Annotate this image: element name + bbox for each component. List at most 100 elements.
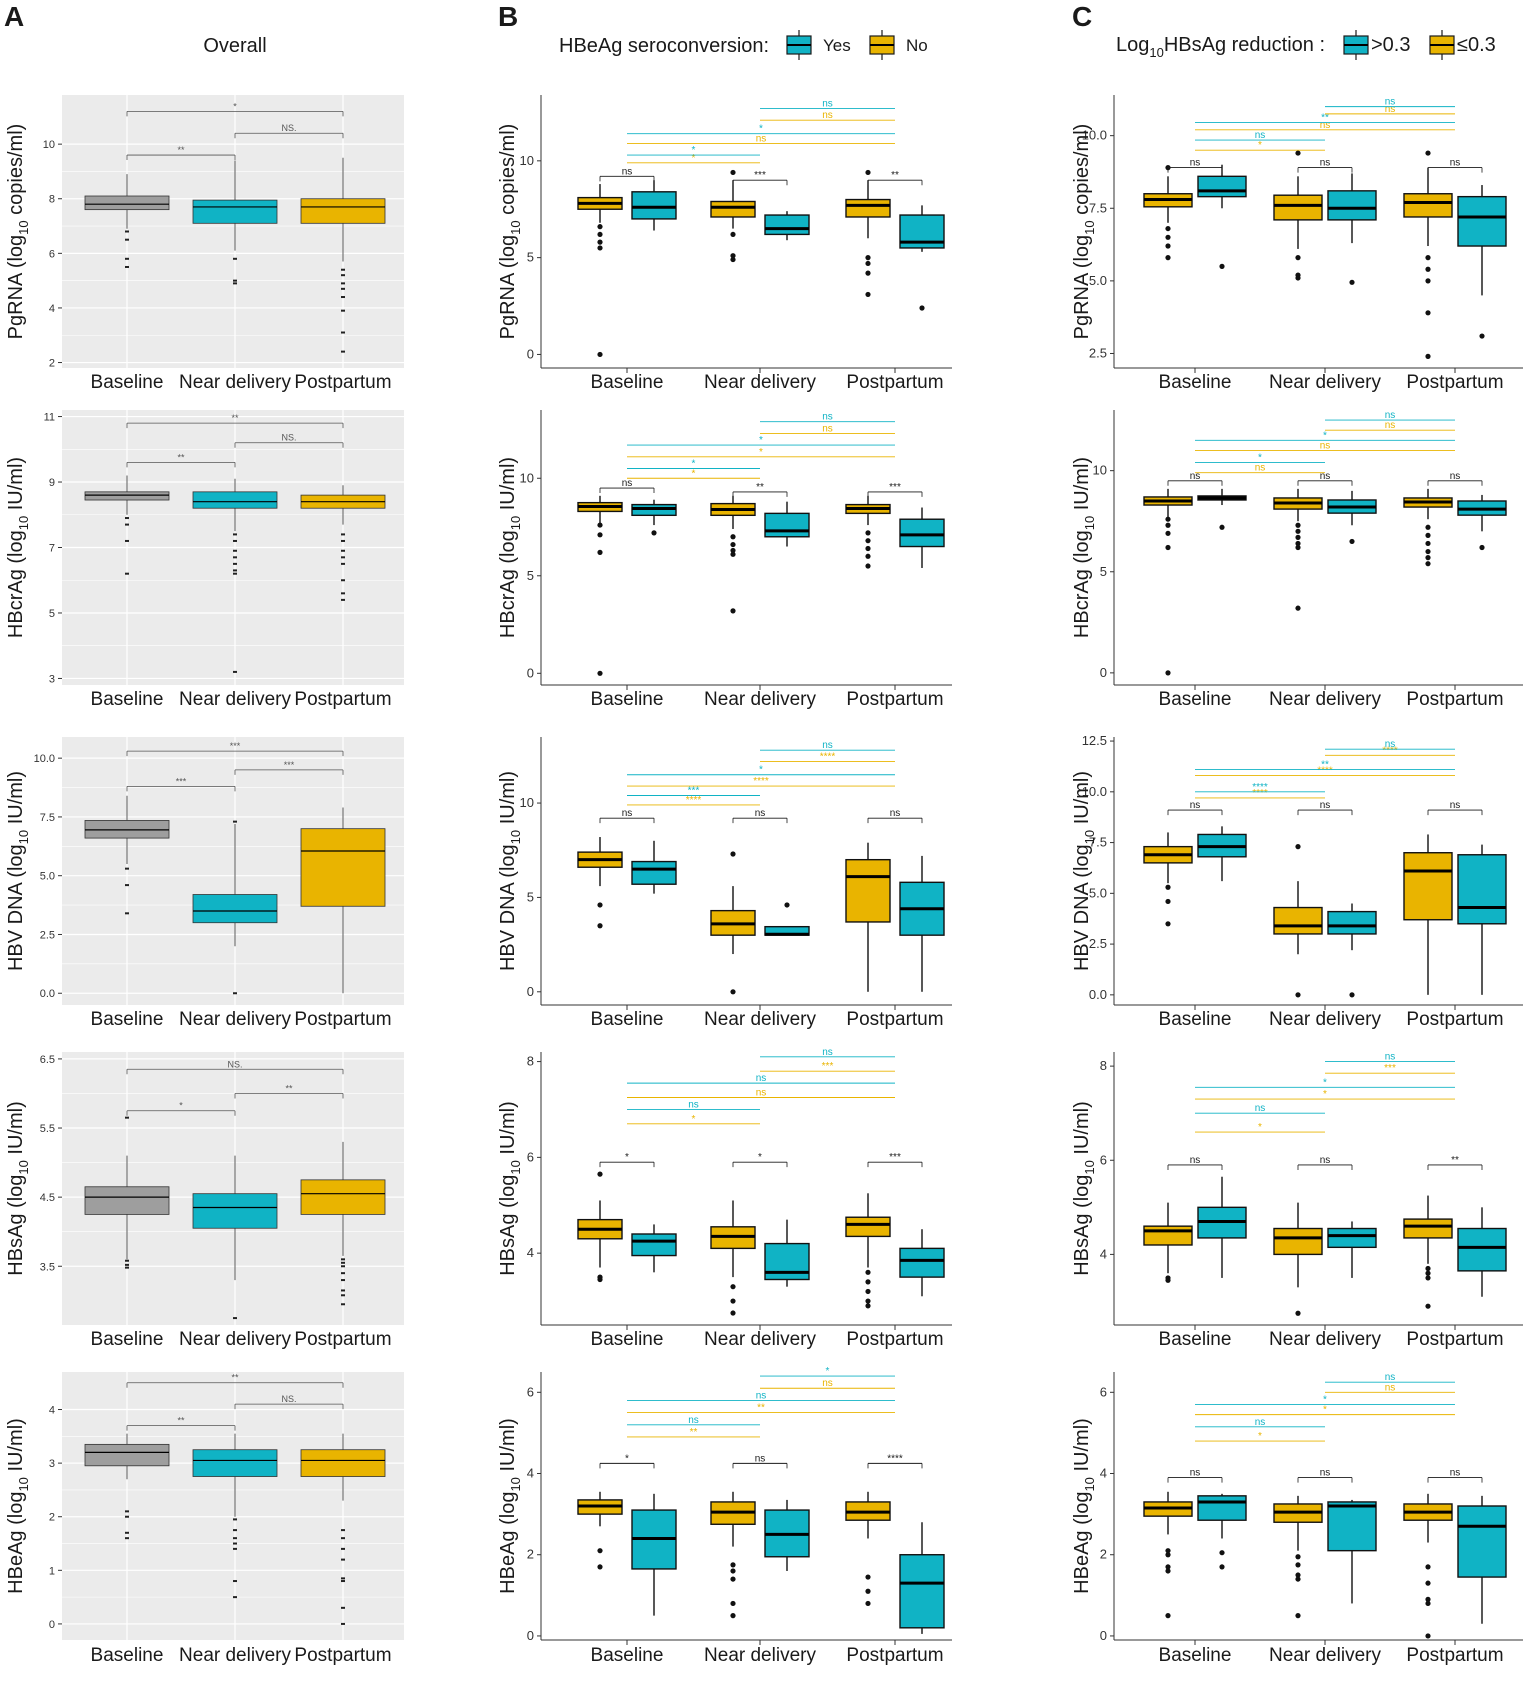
panel-b-r5-box-2: [710, 1491, 756, 1619]
panel-b-r2-outlier: [865, 530, 871, 536]
panel-b-r4-outlier: [730, 1298, 736, 1304]
panel-b-r5-outlier: [730, 1600, 736, 1607]
legend-c-key-high: [1343, 30, 1369, 60]
panel-b-r1-significance-0: ns: [599, 166, 655, 182]
panel-c-r1-significance-label: ns: [1255, 130, 1266, 141]
panel-b-r5-y-tick-label: 6: [527, 1384, 534, 1399]
panel-c-r5-significance-4: ns: [1195, 1417, 1325, 1428]
panel-c-r1-significance-label: ns: [1385, 97, 1396, 108]
panel-c-r1-outlier: [1349, 279, 1355, 285]
panel-a-r2-outlier: [233, 533, 237, 536]
panel-b-r4-significance-label: ns: [756, 1073, 767, 1084]
panel-b-r5-significance-5: **: [627, 1403, 895, 1414]
panel-letter-c: C: [1072, 1, 1092, 32]
panel-a-r4-outlier: [341, 1294, 345, 1297]
panel-b-r2-y-axis-title-main: HBcrAg (log: [497, 530, 519, 638]
panel-c-r3-significance-6: **: [1195, 759, 1455, 770]
panel-b-r4-y-tick-label: 8: [527, 1054, 534, 1069]
legend-b-label-yes: Yes: [823, 36, 851, 55]
panel-a-r4-x-tick-label: Baseline: [91, 1329, 164, 1350]
panel-a-r3-significance-2: ***: [126, 741, 344, 757]
panel-b-r4-outlier: [730, 1310, 736, 1316]
panel-b-r2-significance-3: *: [627, 468, 760, 479]
panel-a-r4-outlier: [125, 1259, 129, 1262]
panel-c-r5-significance-6: *: [1195, 1394, 1455, 1405]
panel-b-r3-box-3: [764, 902, 810, 936]
panel-b-r5-significance-7: ns: [760, 1378, 895, 1389]
panel-a-r5-y-axis-title-rest: IU/ml): [5, 1418, 27, 1477]
panel-b-r5-significance-label: ns: [688, 1415, 699, 1426]
panel-c-r5-y-tick-label: 0: [1100, 1628, 1107, 1643]
panel-b-r4-outlier: [597, 1276, 603, 1283]
panel-a-r2-significance-label: **: [177, 452, 185, 462]
panel-c-r2-significance-label: ns: [1320, 471, 1331, 482]
panel-b-r4-box-body: [631, 1233, 677, 1257]
panel-b-r4-x-tick-label: Postpartum: [846, 1329, 943, 1350]
panel-c-r2-significance-6: *: [1195, 430, 1455, 441]
panel-b-r4-outlier: [865, 1279, 871, 1285]
panel-b-r1-y-axis-title-main: PgRNA (log: [497, 235, 519, 340]
panel-c-r5-significance-5: *: [1195, 1405, 1455, 1416]
panel-b-r3-significance-6: *: [627, 765, 895, 776]
panel-b-r3-significance-3: ****: [627, 795, 760, 806]
panel-c-r4-significance-label: *: [1323, 1077, 1327, 1088]
panel-c-r5-significance-label: ns: [1385, 1372, 1396, 1383]
panel-b-r2-significance-4: *: [627, 459, 760, 470]
panel-a-r3-outlier: [125, 912, 129, 915]
panel-a-r3-x-tick-label: Baseline: [91, 1009, 164, 1030]
panel-b-r2-y-axis-title-rest: IU/ml): [497, 457, 519, 516]
panel-a-r2-outlier: [125, 517, 129, 520]
panel-c-r5-significance-2: ns: [1427, 1468, 1483, 1483]
panel-c-r3-significance-label: ****: [1252, 788, 1268, 799]
panel-b-r2-outlier: [730, 608, 736, 614]
panel-c-r1-box-3: [1327, 173, 1377, 285]
panel-b-r1-y-axis-title: PgRNA (log10 copies/ml): [497, 124, 523, 340]
panel-c-r1-box-5: [1457, 185, 1507, 339]
panel-c-r2-outlier: [1425, 548, 1431, 555]
panel-b-r5-significance-0: *: [599, 1453, 655, 1469]
panel-a-r4-outlier: [233, 1317, 237, 1320]
panel-c-r2-outlier: [1425, 524, 1431, 530]
panel-a-r5-y-tick-label: 2: [49, 1512, 55, 1524]
panel-a-r1-outlier: [341, 282, 345, 285]
panel-c-r4-y-tick-label: 4: [1100, 1246, 1107, 1261]
panel-a-r2-outlier: [125, 539, 129, 542]
panel-c-r1-significance-label: ns: [1190, 158, 1201, 169]
panel-b-r5-y-axis-title: HBeAg (log10 IU/ml): [497, 1418, 523, 1594]
panel-b-r1-significance-label: **: [891, 170, 899, 181]
panel-b-r4-outlier: [865, 1298, 871, 1304]
panel-b-r5-significance-label: ns: [756, 1390, 767, 1401]
panel-a-r1-box-1: [192, 160, 278, 285]
panel-a-r5-y-axis-title: HBeAg (log10 IU/ml): [5, 1418, 31, 1594]
panel-c-r4-outlier: [1425, 1270, 1431, 1276]
panel-b-r1-box-body: [710, 200, 756, 218]
panel-c-r2-significance-1: ns: [1297, 471, 1353, 486]
panel-a-r1-box-2: [300, 157, 386, 353]
panel-c-r4-significance-label: ns: [1385, 1051, 1396, 1062]
panel-b-r1-significance-8: ns: [760, 99, 895, 110]
panel-c-r5-y-tick-label: 6: [1100, 1384, 1107, 1399]
panel-b-r5-outlier: [730, 1576, 736, 1582]
panel-c-r1-significance-label: ns: [1320, 120, 1331, 131]
panel-b-r5-x-tick-label: Baseline: [591, 1645, 664, 1666]
panel-c-r5: 0 2 4 6 HBeAg (log10 IU/ml) Baseline Near deli…: [1071, 1372, 1523, 1666]
panel-b-r1-y-axis-title-sub: 10: [508, 220, 523, 234]
panel-b-r1-significance-2: **: [867, 170, 923, 186]
panel-b-r4-y-axis-title-main: HBsAg (log: [497, 1175, 519, 1276]
panel-b-r5-significance-label: ****: [887, 1453, 903, 1464]
panel-c-r4-significance-0: ns: [1167, 1155, 1223, 1170]
panel-a-r1-significance-0: **: [126, 145, 236, 161]
panel-c-r5-outlier: [1425, 1596, 1431, 1602]
panel-b-r5-significance-2: ****: [867, 1453, 923, 1469]
panel-a-r5-outlier: [341, 1606, 345, 1609]
panel-c-r4-significance-label: ns: [1190, 1155, 1201, 1166]
panel-c-r4-significance-2: **: [1427, 1155, 1483, 1170]
panel-b-r2-y-axis-title: HBcrAg (log10 IU/ml): [497, 457, 523, 638]
panel-c-r2-significance-8: ns: [1325, 410, 1455, 421]
panel-c-r2-outlier: [1295, 522, 1301, 528]
panel-a-r5-outlier: [233, 1529, 237, 1532]
panel-b-r5-y-axis-title-main: HBeAg (log: [497, 1492, 519, 1594]
legend-b-title: HBeAg seroconversion:: [559, 35, 769, 57]
panel-c-r5-box-body: [1197, 1495, 1247, 1521]
